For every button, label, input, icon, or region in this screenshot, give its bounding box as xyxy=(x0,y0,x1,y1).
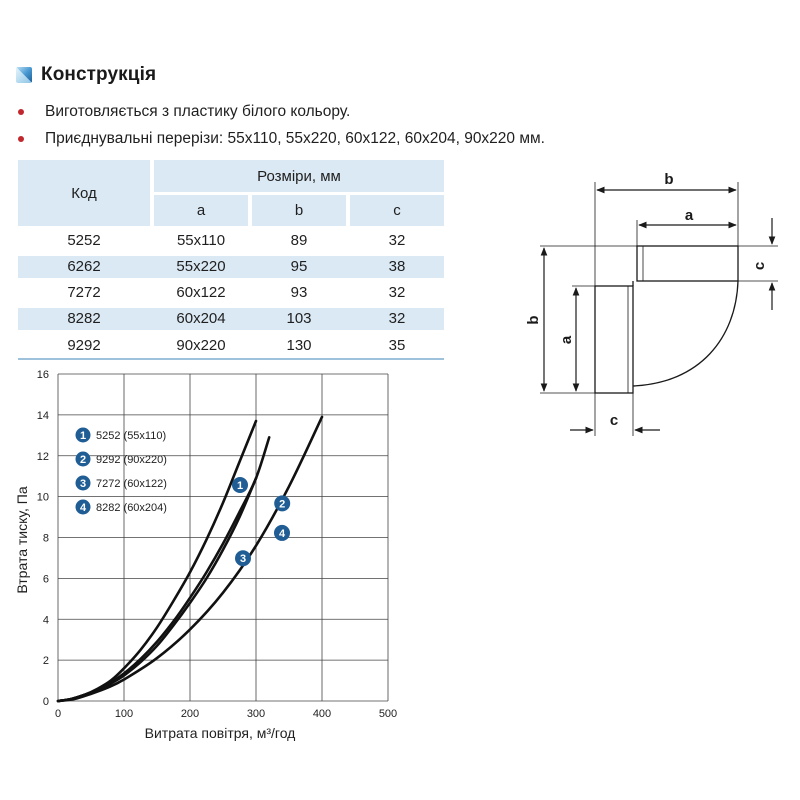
table-row: 7272 60x122 93 32 xyxy=(18,282,444,304)
table-header-a: a xyxy=(154,195,248,226)
curve-badge-number: 1 xyxy=(237,480,243,492)
curve-badge-1 xyxy=(232,477,248,494)
cell-code: 8282 xyxy=(67,310,101,327)
x-tick-label: 0 xyxy=(55,708,61,720)
extension-lines xyxy=(540,182,778,436)
legend-badge-2 xyxy=(75,451,91,467)
dimension-arrows xyxy=(540,186,776,434)
legend-badge-number: 4 xyxy=(80,502,87,514)
y-tick-label: 2 xyxy=(43,655,49,667)
cell-code: 9292 xyxy=(67,337,101,354)
bullet-dot-icon xyxy=(18,136,24,142)
legend-badge-number: 3 xyxy=(80,478,86,490)
table-row: 5252 55x110 89 32 xyxy=(18,230,444,252)
bullet-sections: Приєднувальні перерізи: 55x110, 55x220, … xyxy=(18,130,545,148)
cell-a: 60x122 xyxy=(176,284,226,301)
cell-c: 35 xyxy=(388,337,406,354)
legend-entry-3: 7272 (60x122) xyxy=(96,478,167,490)
cell-c: 32 xyxy=(388,310,406,327)
bullet-dot-icon xyxy=(18,109,24,115)
bullet-material: Виготовляється з пластику білого кольору… xyxy=(18,103,350,121)
y-tick-label: 16 xyxy=(37,369,49,381)
bullet-text: Виготовляється з пластику білого кольору… xyxy=(45,103,351,120)
y-axis-label: Втрата тиску, Па xyxy=(14,486,30,593)
y-tick-label: 14 xyxy=(37,410,49,422)
dimension-a-side-label: a xyxy=(558,335,575,344)
dimension-b-side-label: b xyxy=(525,315,542,324)
y-tick-label: 12 xyxy=(37,451,49,463)
legend-badge-4 xyxy=(75,499,91,515)
y-tick-label: 4 xyxy=(43,614,49,626)
curve-badge-3 xyxy=(235,550,251,567)
x-tick-label: 100 xyxy=(115,708,133,720)
x-tick-label: 400 xyxy=(313,708,331,720)
cell-a: 55x110 xyxy=(176,232,226,249)
bullet-text: Приєднувальні перерізи: 55x110, 55x220, … xyxy=(45,130,545,147)
cell-b: 95 xyxy=(290,258,308,275)
page-title: Конструкція xyxy=(41,64,157,85)
cell-b: 89 xyxy=(290,232,308,249)
cell-code: 5252 xyxy=(67,232,101,249)
table-row: 8282 60x204 103 32 xyxy=(18,308,444,330)
table-header-sizes: Розміри, мм xyxy=(154,160,444,192)
chart-curve-badges: 1 2 3 4 xyxy=(232,477,291,567)
curve-badge-number: 3 xyxy=(240,553,246,565)
x-tick-label: 500 xyxy=(379,708,397,720)
legend-entry-2: 9292 (90x220) xyxy=(96,454,167,466)
curve-badge-4 xyxy=(274,524,290,541)
curve-badge-number: 2 xyxy=(279,498,285,510)
chart-grid xyxy=(57,373,389,702)
curve-series-4 xyxy=(56,415,324,703)
y-tick-label: 8 xyxy=(43,533,49,545)
chart-legend: 1 5252 (55x110) 2 9292 (90x220) 3 7272 (60x12… xyxy=(75,427,167,515)
chart-curves xyxy=(56,415,324,703)
table-header-c: c xyxy=(350,195,444,226)
section-heading: Конструкція xyxy=(16,62,156,88)
cell-c: 32 xyxy=(388,232,406,249)
legend-entry-1: 5252 (55x110) xyxy=(96,430,166,442)
table-bottom-rule xyxy=(18,358,444,360)
heading-marker-icon xyxy=(16,67,32,83)
table-row: 9292 90x220 130 35 xyxy=(18,335,444,357)
cell-c: 38 xyxy=(388,258,406,275)
legend-badge-1 xyxy=(75,427,91,443)
dimension-c-right-label: c xyxy=(751,262,768,270)
cell-b: 130 xyxy=(286,337,312,354)
y-tick-label: 6 xyxy=(43,573,49,585)
cell-b: 103 xyxy=(286,310,312,327)
curve-series-2 xyxy=(56,436,271,703)
elbow-dimension-diagram: b a b a c c xyxy=(525,171,778,436)
legend-entry-4: 8282 (60x204) xyxy=(96,502,167,514)
legend-badge-number: 2 xyxy=(80,454,86,466)
curve-badge-number: 4 xyxy=(279,528,286,540)
y-tick-label: 10 xyxy=(37,492,49,504)
x-tick-label: 300 xyxy=(247,708,265,720)
cell-code: 7272 xyxy=(67,284,101,301)
dimension-c-bottom-label: c xyxy=(610,412,618,429)
legend-badge-3 xyxy=(75,475,91,491)
table-row: 6262 55x220 95 38 xyxy=(18,256,444,278)
curve-badge-2 xyxy=(274,495,291,512)
legend-badge-number: 1 xyxy=(80,430,86,442)
cell-a: 60x204 xyxy=(176,310,226,327)
table-header-b: b xyxy=(252,195,346,226)
dimension-a-top-label: a xyxy=(685,207,694,224)
table-header-code: Код xyxy=(18,160,150,226)
x-tick-label: 200 xyxy=(181,708,199,720)
cell-a: 55x220 xyxy=(176,258,226,275)
x-axis-label: Витрата повітря, м³/год xyxy=(145,725,296,741)
cell-b: 93 xyxy=(290,284,308,301)
y-tick-label: 0 xyxy=(43,696,49,708)
cell-a: 90x220 xyxy=(176,337,226,354)
cell-code: 6262 xyxy=(67,258,101,275)
cell-c: 32 xyxy=(388,284,406,301)
dimension-b-top-label: b xyxy=(664,171,673,188)
elbow-outline xyxy=(594,245,739,394)
